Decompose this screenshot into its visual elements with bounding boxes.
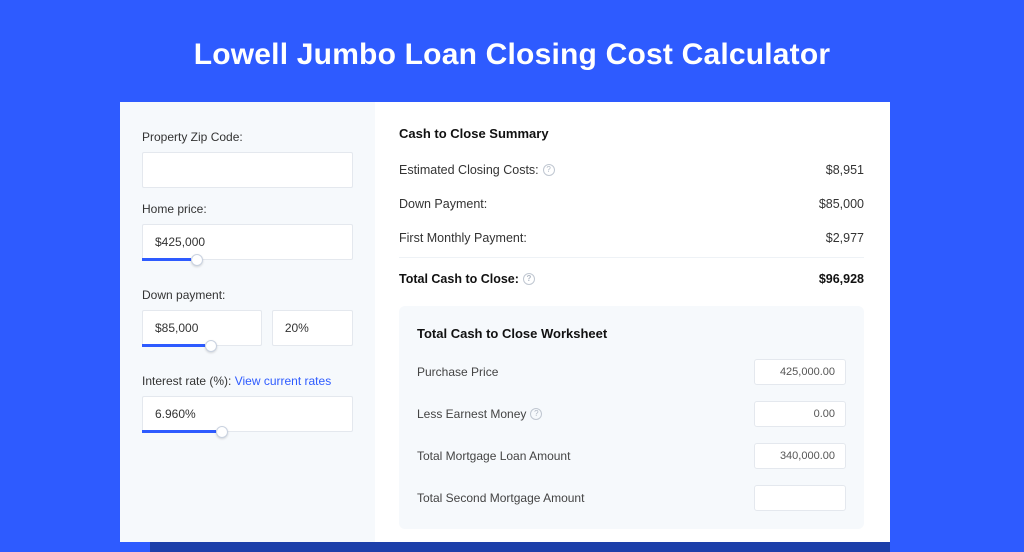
summary-label-text: First Monthly Payment: [399, 231, 527, 245]
help-icon[interactable]: ? [530, 408, 542, 420]
summary-value: $2,977 [826, 231, 864, 245]
view-rates-link[interactable]: View current rates [235, 374, 332, 388]
results-panel: Cash to Close Summary Estimated Closing … [375, 102, 890, 542]
interest-rate-label: Interest rate (%): View current rates [142, 374, 353, 388]
worksheet-block: Total Cash to Close Worksheet Purchase P… [399, 306, 864, 529]
summary-heading: Cash to Close Summary [399, 108, 864, 153]
worksheet-label: Total Mortgage Loan Amount [417, 449, 570, 463]
worksheet-row: Total Second Mortgage Amount [417, 477, 846, 519]
worksheet-row: Total Mortgage Loan Amount 340,000.00 [417, 435, 846, 477]
rate-label-text: Interest rate (%): [142, 374, 235, 388]
help-icon[interactable]: ? [543, 164, 555, 176]
worksheet-value-box[interactable]: 425,000.00 [754, 359, 846, 385]
down-payment-percent-input[interactable] [272, 310, 353, 346]
interest-rate-slider[interactable] [142, 432, 353, 446]
slider-thumb[interactable] [216, 426, 228, 438]
worksheet-row: Purchase Price 425,000.00 [417, 351, 846, 393]
down-payment-amount-input[interactable] [142, 310, 262, 346]
zip-input[interactable] [142, 152, 353, 188]
calculator-card: Property Zip Code: Home price: Down paym… [120, 102, 890, 542]
page-title: Lowell Jumbo Loan Closing Cost Calculato… [0, 0, 1024, 72]
summary-value: $8,951 [826, 163, 864, 177]
summary-row: Down Payment: $85,000 [399, 187, 864, 221]
worksheet-label: Total Second Mortgage Amount [417, 491, 584, 505]
down-payment-label: Down payment: [142, 288, 353, 302]
worksheet-value-box[interactable]: 0.00 [754, 401, 846, 427]
slider-fill [142, 258, 191, 261]
help-icon[interactable]: ? [523, 273, 535, 285]
worksheet-value-box[interactable] [754, 485, 846, 511]
worksheet-row: Less Earnest Money ? 0.00 [417, 393, 846, 435]
worksheet-heading: Total Cash to Close Worksheet [417, 310, 846, 351]
slider-fill [142, 344, 205, 347]
summary-label-text: Estimated Closing Costs: [399, 163, 539, 177]
summary-total-label: Total Cash to Close: [399, 272, 519, 286]
zip-label: Property Zip Code: [142, 130, 353, 144]
summary-value: $85,000 [819, 197, 864, 211]
home-price-slider[interactable] [142, 260, 353, 274]
slider-thumb[interactable] [205, 340, 217, 352]
slider-thumb[interactable] [191, 254, 203, 266]
worksheet-label: Less Earnest Money [417, 407, 526, 421]
slider-fill [142, 430, 216, 433]
down-payment-slider[interactable] [142, 346, 353, 360]
worksheet-label: Purchase Price [417, 365, 498, 379]
interest-rate-input[interactable] [142, 396, 353, 432]
home-price-input[interactable] [142, 224, 353, 260]
summary-total-value: $96,928 [819, 272, 864, 286]
summary-total-row: Total Cash to Close: ? $96,928 [399, 257, 864, 296]
summary-label-text: Down Payment: [399, 197, 487, 211]
worksheet-value-box[interactable]: 340,000.00 [754, 443, 846, 469]
summary-row: First Monthly Payment: $2,977 [399, 221, 864, 255]
input-panel: Property Zip Code: Home price: Down paym… [120, 102, 375, 542]
summary-row: Estimated Closing Costs: ? $8,951 [399, 153, 864, 187]
home-price-label: Home price: [142, 202, 353, 216]
